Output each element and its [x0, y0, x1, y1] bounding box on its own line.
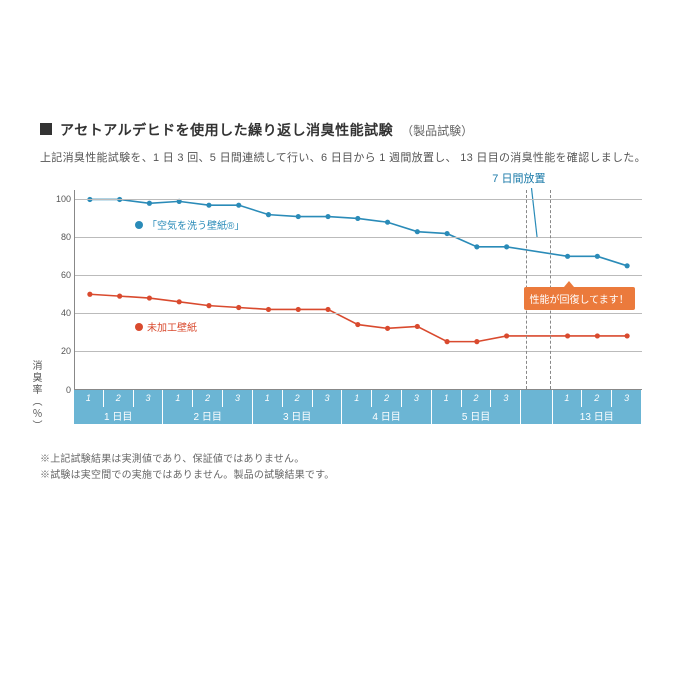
data-point — [177, 299, 182, 304]
data-point — [385, 325, 390, 330]
data-point — [385, 219, 390, 224]
x-session-cell: 3 — [223, 390, 253, 407]
plot-area: 020406080100「空気を洗う壁紙®」未加工壁紙7 日間放置性能が回復して… — [74, 190, 642, 390]
callout-top-label: 7 日間放置 — [492, 170, 545, 186]
data-point — [595, 253, 600, 258]
x-session-cell: 2 — [104, 390, 134, 407]
x-gap-cell — [521, 390, 552, 407]
chart-subtitle: 上記消臭性能試験を、1 日 3 回、5 日間連続して行い、6 日目から 1 週間… — [40, 150, 660, 168]
footnote-line: ※上記試験結果は実測値であり、保証値ではありません。 — [40, 452, 660, 468]
data-point — [296, 306, 301, 311]
data-point — [415, 323, 420, 328]
x-gap-cell — [521, 407, 552, 424]
data-point — [355, 215, 360, 220]
x-session-cell: 3 — [612, 390, 642, 407]
x-session-cell: 2 — [462, 390, 492, 407]
legend-red: 未加工壁紙 — [135, 319, 197, 334]
y-tick-label: 20 — [61, 346, 75, 356]
data-point — [147, 200, 152, 205]
y-tick-label: 60 — [61, 270, 75, 280]
data-point — [444, 231, 449, 236]
x-day-cell: 2 日目 — [163, 407, 252, 424]
chart-container: 消臭率（％） 020406080100「空気を洗う壁紙®」未加工壁紙7 日間放置… — [44, 182, 654, 442]
data-point — [355, 322, 360, 327]
data-point — [236, 305, 241, 310]
data-point — [87, 291, 92, 296]
title-bullet — [40, 123, 52, 135]
data-point — [625, 263, 630, 268]
data-point — [504, 244, 509, 249]
gridline — [75, 313, 642, 314]
x-session-cell: 2 — [283, 390, 313, 407]
chart-title: アセトアルデヒドを使用した繰り返し消臭性能試験 — [60, 120, 393, 140]
callout-arrow — [531, 188, 537, 237]
x-axis-band: 123123123123123123 1 日目2 日目3 日目4 日目5 日目1… — [74, 390, 642, 424]
data-point — [595, 333, 600, 338]
x-session-cell: 1 — [74, 390, 104, 407]
data-point — [296, 214, 301, 219]
footnote-line: ※試験は実空間での実施ではありません。製品の試験結果です。 — [40, 468, 660, 484]
callout-recovery-box: 性能が回復してます！ — [524, 287, 635, 310]
gridline — [75, 275, 642, 276]
x-day-cell: 1 日目 — [74, 407, 163, 424]
x-day-cell: 3 日目 — [253, 407, 342, 424]
legend-blue: 「空気を洗う壁紙®」 — [135, 217, 244, 232]
x-session-cell: 3 — [134, 390, 164, 407]
x-session-cell: 2 — [193, 390, 223, 407]
gridline — [75, 237, 642, 238]
x-session-cell: 3 — [402, 390, 432, 407]
chart-title-row: アセトアルデヒドを使用した繰り返し消臭性能試験 （製品試験） — [40, 120, 660, 140]
gridline — [75, 199, 642, 200]
data-point — [565, 253, 570, 258]
x-session-cell: 3 — [491, 390, 521, 407]
x-session-cell: 1 — [432, 390, 462, 407]
x-day-cell: 5 日目 — [432, 407, 521, 424]
data-point — [474, 244, 479, 249]
y-tick-label: 80 — [61, 232, 75, 242]
y-tick-label: 100 — [56, 194, 75, 204]
x-axis-days-row: 1 日目2 日目3 日目4 日目5 日目 13 日目 — [74, 407, 642, 424]
x-session-cell: 1 — [163, 390, 193, 407]
data-point — [236, 202, 241, 207]
x-session-cell: 3 — [313, 390, 343, 407]
data-point — [266, 306, 271, 311]
x-day-cell: 13 日目 — [553, 407, 642, 424]
x-session-cell: 1 — [553, 390, 583, 407]
data-point — [625, 333, 630, 338]
data-point — [147, 295, 152, 300]
y-tick-label: 40 — [61, 308, 75, 318]
data-point — [565, 333, 570, 338]
data-point — [117, 293, 122, 298]
x-day-cell: 4 日目 — [342, 407, 431, 424]
data-point — [504, 333, 509, 338]
gridline — [75, 351, 642, 352]
x-session-cell: 2 — [372, 390, 402, 407]
data-point — [325, 306, 330, 311]
data-point — [474, 339, 479, 344]
x-session-cell: 2 — [582, 390, 612, 407]
y-axis-label: 消臭率（％） — [28, 360, 43, 432]
chart-title-note: （製品試験） — [401, 122, 473, 139]
series-line — [90, 199, 627, 265]
data-point — [206, 303, 211, 308]
data-point — [325, 214, 330, 219]
legend-red-label: 未加工壁紙 — [147, 319, 197, 334]
x-axis-sessions-row: 123123123123123123 — [74, 390, 642, 407]
x-session-cell: 1 — [342, 390, 372, 407]
data-point — [415, 229, 420, 234]
data-point — [266, 212, 271, 217]
data-point — [206, 202, 211, 207]
footnotes: ※上記試験結果は実測値であり、保証値ではありません。 ※試験は実空間での実施では… — [40, 452, 660, 484]
x-session-cell: 1 — [253, 390, 283, 407]
data-point — [444, 339, 449, 344]
legend-blue-label: 「空気を洗う壁紙®」 — [147, 217, 244, 232]
